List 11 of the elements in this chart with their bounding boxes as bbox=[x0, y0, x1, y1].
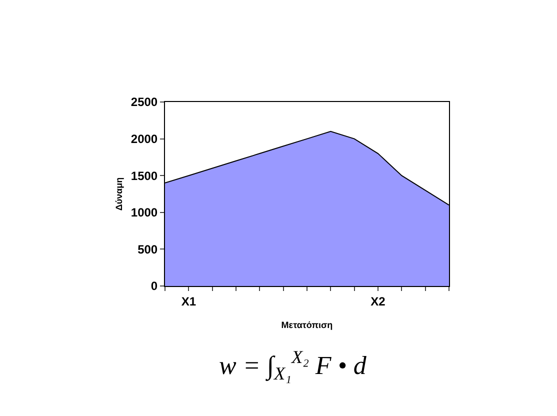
y-tick-label: 2000 bbox=[130, 132, 158, 146]
y-tick-label: 0 bbox=[150, 279, 158, 294]
y-tick-label: 1500 bbox=[130, 168, 158, 183]
y-axis-title: Δύναμη bbox=[114, 177, 124, 211]
y-tick-label: 500 bbox=[138, 242, 158, 256]
y-tick-label: 1000 bbox=[130, 206, 158, 220]
x-axis-title: Μετατόπιση bbox=[281, 320, 333, 330]
x-tick-label: X2 bbox=[370, 294, 386, 308]
text: w = ∫$_{X₁}$$^{X₂}$ F • d bbox=[219, 347, 368, 384]
x-tick-label: X1 bbox=[181, 294, 196, 308]
y-tick-label: 2500 bbox=[130, 95, 158, 110]
